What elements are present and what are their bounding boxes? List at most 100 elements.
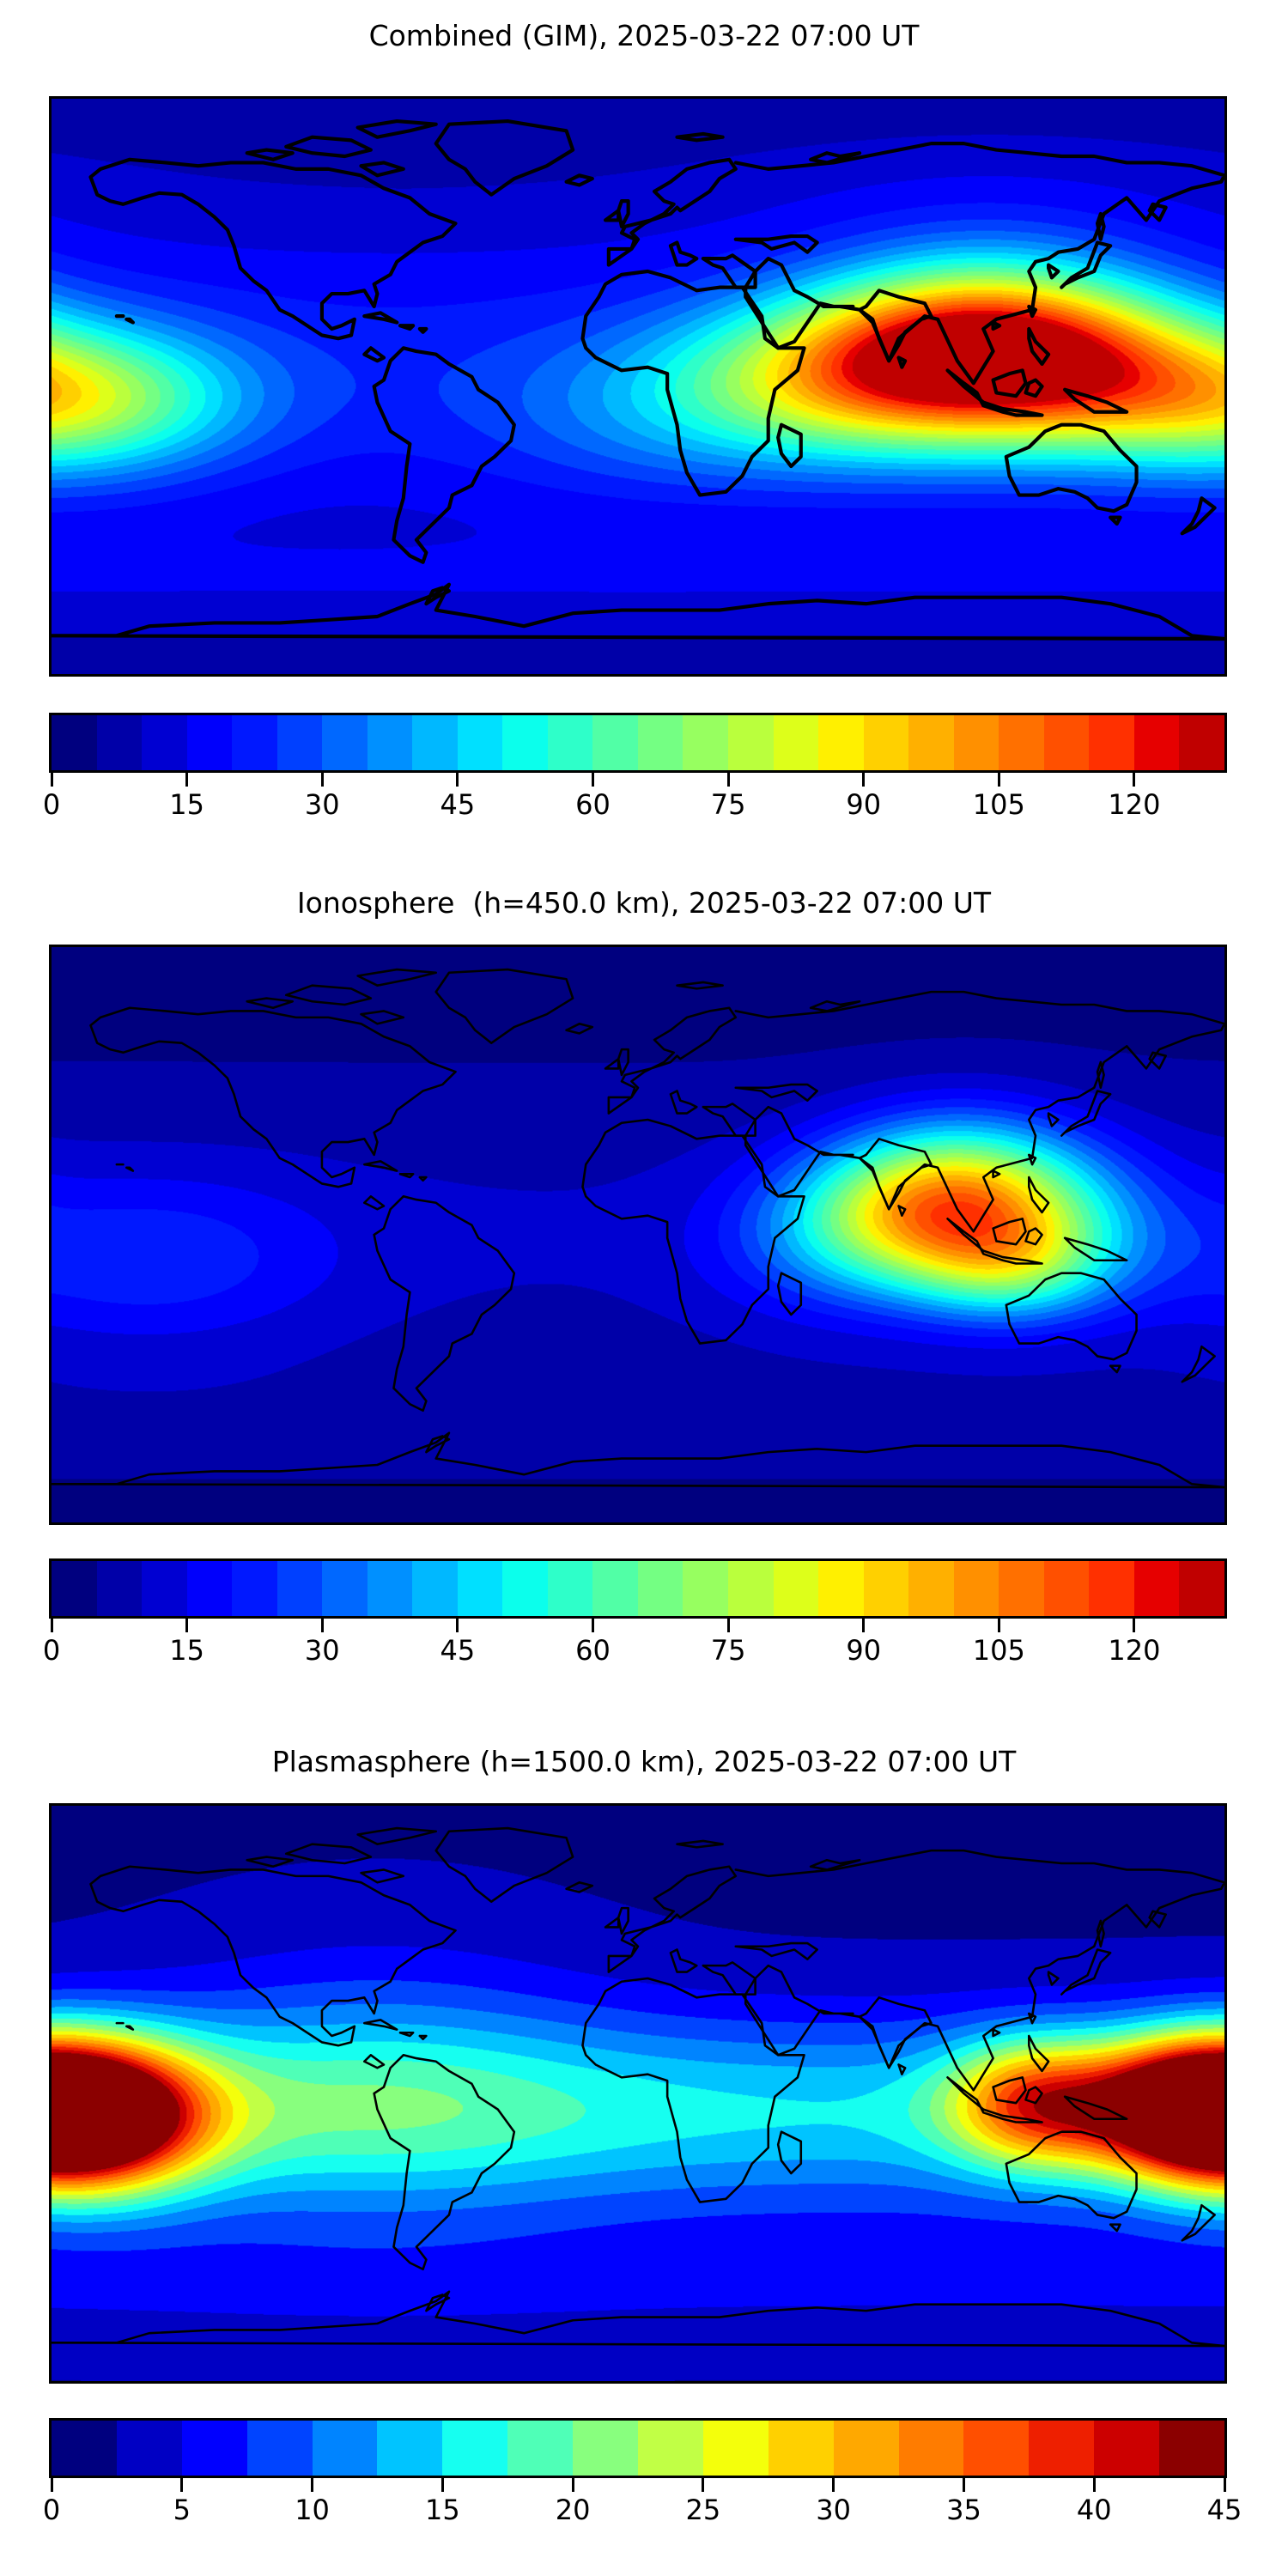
coastline-path xyxy=(1063,1236,1128,1262)
colorbar-tick-label: 75 xyxy=(710,788,746,821)
colorbar-tick-label: 10 xyxy=(295,2494,330,2526)
coastline-path xyxy=(125,1166,135,1172)
coastline-path xyxy=(604,1916,620,1929)
colorbar-band xyxy=(181,2421,247,2476)
colorbar-band xyxy=(1029,2421,1095,2476)
colorbar-band xyxy=(1133,715,1180,770)
colorbar-band xyxy=(276,1561,323,1616)
colorbar-band xyxy=(246,2421,313,2476)
coastline-path xyxy=(362,311,399,325)
colorbar-band xyxy=(683,715,728,770)
colorbar-band xyxy=(52,715,97,770)
coastline-path xyxy=(356,1826,438,1845)
colorbar-band xyxy=(1089,1561,1134,1616)
colorbar-tick xyxy=(571,2478,574,2492)
colorbar-band xyxy=(502,1561,548,1616)
coastline-path xyxy=(363,2019,398,2031)
coastline-path xyxy=(360,1010,405,1025)
coastline-path xyxy=(1063,387,1129,414)
coastline-path xyxy=(992,1170,1001,1179)
coastline-path xyxy=(52,1431,1224,1489)
colorbar-tick-label: 45 xyxy=(440,1634,476,1667)
colorbar-band xyxy=(116,2421,182,2476)
map-combined-gim xyxy=(49,96,1227,677)
colorbar-tick xyxy=(997,773,1000,787)
colorbar-tick xyxy=(726,773,730,787)
colorbar-band xyxy=(312,2421,378,2476)
colorbar-band xyxy=(953,1561,999,1616)
colorbar-tick xyxy=(1223,2478,1226,2492)
coastline-path xyxy=(363,1195,386,1211)
colorbar-tick-label: 120 xyxy=(1108,1634,1161,1667)
coastline-path xyxy=(946,1218,1043,1265)
coastline-overlay xyxy=(52,968,1224,1489)
coastline-path xyxy=(776,1272,803,1316)
coastline-path xyxy=(1060,1948,1112,1996)
coastline-overlay xyxy=(52,118,1224,641)
colorbar-band xyxy=(999,1561,1044,1616)
coastline-path xyxy=(362,346,386,363)
coastline-path xyxy=(733,142,1224,386)
coastline-path xyxy=(1028,2012,1037,2025)
map-canvas-ionosphere xyxy=(52,947,1224,1522)
coastline-path xyxy=(1096,1919,1105,1948)
colorbar-band xyxy=(186,1561,233,1616)
colorbar-tick xyxy=(185,1619,189,1632)
coastline-path xyxy=(434,1826,574,1903)
coastline-path xyxy=(702,1103,756,1137)
coastline-path xyxy=(858,1138,933,1211)
colorbar-tick-label: 15 xyxy=(424,2494,460,2526)
colorbar-tick-label: 90 xyxy=(846,788,882,821)
coastline-path xyxy=(991,320,1002,331)
coastline-path xyxy=(1148,1910,1167,1929)
colorbar-band xyxy=(547,1561,593,1616)
coastline-path xyxy=(896,355,908,369)
colorbar-tick-label: 105 xyxy=(972,788,1025,821)
colorbar-tick xyxy=(180,2478,184,2492)
colorbar-band xyxy=(727,1561,774,1616)
coastline-path xyxy=(1028,1153,1037,1166)
colorbar-tick-label: 25 xyxy=(685,2494,721,2526)
coastline-path xyxy=(245,148,295,161)
colorbar-tick xyxy=(862,1619,866,1632)
colorbar-tick xyxy=(702,2478,705,2492)
colorbar-tick-label: 120 xyxy=(1108,788,1161,821)
coastline-path xyxy=(373,1195,516,1413)
colorbar-tick xyxy=(832,2478,835,2492)
colorbar-band xyxy=(412,715,458,770)
coastline-path xyxy=(857,289,933,363)
colorbar-tick xyxy=(591,1619,594,1632)
coastline-path xyxy=(992,2076,1027,2105)
coastline-path xyxy=(424,586,452,606)
colorbar-tick xyxy=(997,1619,1000,1632)
colorbar-band xyxy=(592,1561,638,1616)
map-plasmasphere xyxy=(49,1803,1227,2384)
colorbar-tick-label: 75 xyxy=(710,1634,746,1667)
colorbar-band xyxy=(186,715,233,770)
coastline-path xyxy=(702,1961,756,1996)
coastline-path xyxy=(668,240,699,267)
coastline-path xyxy=(88,157,458,341)
colorbar-tick-label: 15 xyxy=(169,1634,204,1667)
colorbar-ticks-plasmasphere xyxy=(49,2478,1227,2492)
colorbar-band xyxy=(818,715,864,770)
colorbar-band xyxy=(442,2421,508,2476)
colorbar-band xyxy=(637,1561,683,1616)
colorbar-band xyxy=(322,715,368,770)
colorbar-tick-label: 30 xyxy=(304,1634,340,1667)
colorbar-band xyxy=(547,715,593,770)
colorbar-tick xyxy=(1133,773,1136,787)
coastline-path xyxy=(1109,2223,1121,2233)
colorbar-tick-label: 90 xyxy=(846,1634,882,1667)
coastline-path xyxy=(565,1881,594,1893)
coastline-path xyxy=(1096,1060,1105,1090)
colorbar-band xyxy=(863,1561,909,1616)
coastline-path xyxy=(606,157,738,267)
coastline-path xyxy=(356,968,438,987)
coastline-path xyxy=(1095,211,1106,241)
colorbar-band xyxy=(322,1561,368,1616)
coastline-path xyxy=(418,1176,428,1182)
colorbar-tick-label: 20 xyxy=(555,2494,591,2526)
panel-title-plasmasphere: Plasmasphere (h=1500.0 km), 2025-03-22 0… xyxy=(271,1745,1017,1778)
colorbar-band xyxy=(833,2421,899,2476)
